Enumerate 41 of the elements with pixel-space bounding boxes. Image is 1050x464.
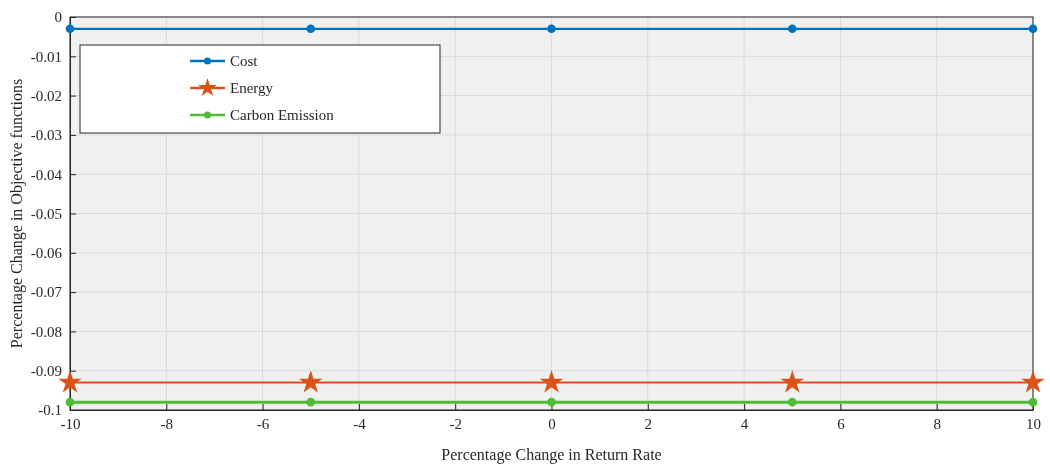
x-axis-title: Percentage Change in Return Rate (441, 446, 662, 464)
point (1028, 24, 1038, 34)
y-tick-label: -0.05 (30, 205, 62, 222)
x-tick-label: -4 (353, 415, 367, 432)
point (65, 24, 75, 34)
point (306, 397, 316, 407)
point (1028, 397, 1038, 407)
y-tick-label: -0.04 (30, 166, 63, 183)
x-tick-label: 10 (1026, 415, 1041, 432)
point (787, 24, 797, 34)
y-tick-label: -0.09 (30, 363, 62, 379)
point (306, 24, 316, 34)
y-axis-title: Percentage Change in Objective functions (8, 78, 26, 349)
x-tick-label: 0 (548, 415, 556, 432)
x-tick-label: 6 (837, 415, 846, 432)
x-tick-label: 2 (644, 415, 653, 432)
y-tick-label: -0.01 (30, 48, 62, 65)
point (782, 371, 803, 392)
x-tick-label: -6 (256, 415, 270, 432)
x-tick-label: 8 (933, 415, 941, 432)
y-tick-label: -0.1 (38, 402, 62, 419)
x-tick-label: -2 (449, 415, 462, 432)
legend-label: Carbon Emission (230, 107, 335, 123)
point (300, 371, 321, 392)
y-tick-label: -0.02 (30, 87, 62, 104)
point (547, 24, 556, 34)
point (1022, 371, 1044, 392)
y-tick-label: -0.08 (30, 323, 62, 340)
legend-label: Energy (230, 80, 274, 96)
x-tick-label: -8 (160, 415, 174, 432)
y-tick-label: -0.07 (30, 284, 63, 301)
point (65, 397, 75, 407)
x-tick-label: 4 (740, 415, 749, 432)
x-tick-label: -10 (60, 415, 81, 432)
point (787, 397, 797, 407)
y-tick-label: 0 (54, 9, 62, 26)
legend-label: Cost (230, 53, 259, 69)
point (541, 371, 562, 392)
point (547, 397, 556, 407)
y-tick-label: -0.03 (30, 127, 62, 144)
y-tick-label: -0.06 (30, 245, 63, 262)
